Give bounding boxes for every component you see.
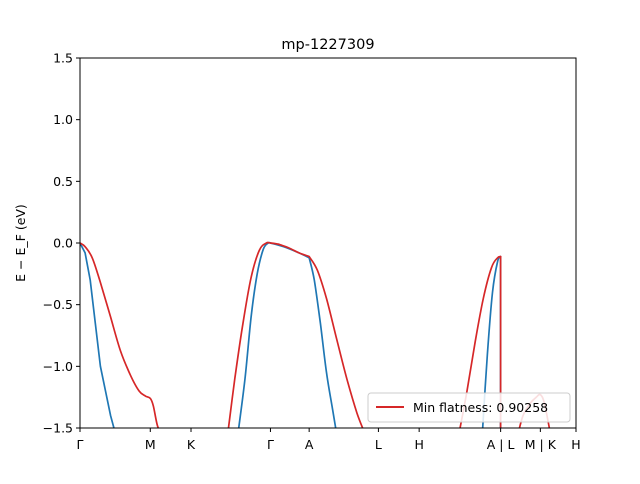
x-tick-label: Γ (77, 437, 84, 452)
x-axis: Γ M K Γ A L H A | L M | K H (77, 428, 581, 452)
y-tick-label: 0.0 (53, 236, 73, 251)
x-tick-label: A (305, 437, 314, 452)
band-line-1 (80, 242, 115, 428)
band-line-1 (308, 256, 337, 428)
plot-frame (79, 57, 577, 429)
x-tick-label: M (145, 437, 156, 452)
band-line-2 (308, 255, 364, 428)
y-tick-label: 0.5 (53, 174, 73, 189)
band-line-2 (459, 255, 502, 428)
band-line-2 (227, 241, 280, 428)
x-tick-label: Γ (267, 437, 274, 452)
x-tick-label: L (375, 437, 382, 452)
y-tick-label: 1.5 (53, 51, 73, 66)
y-tick-label: −0.5 (43, 297, 73, 312)
legend-label: Min flatness: 0.90258 (413, 400, 548, 415)
band-line-1 (481, 255, 502, 428)
x-tick-label: A | L (487, 437, 515, 452)
y-tick-label: −1.5 (43, 421, 73, 436)
chart-title: mp-1227309 (281, 37, 374, 53)
x-tick-label: H (414, 437, 423, 452)
x-tick-label: H (571, 437, 580, 452)
x-tick-label: K (187, 437, 196, 452)
legend: Min flatness: 0.90258 (367, 392, 571, 423)
band-line-2 (277, 243, 311, 258)
x-tick-label: M | K (525, 437, 557, 452)
y-tick-label: 1.0 (53, 112, 73, 127)
y-axis-label: E − E_F (eV) (13, 204, 28, 282)
y-axis: −1.5 −1.0 −0.5 0.0 0.5 1.0 1.5 (43, 51, 80, 436)
legend-box (367, 392, 571, 423)
y-tick-label: −1.0 (43, 359, 73, 374)
band-line-2 (80, 242, 160, 428)
